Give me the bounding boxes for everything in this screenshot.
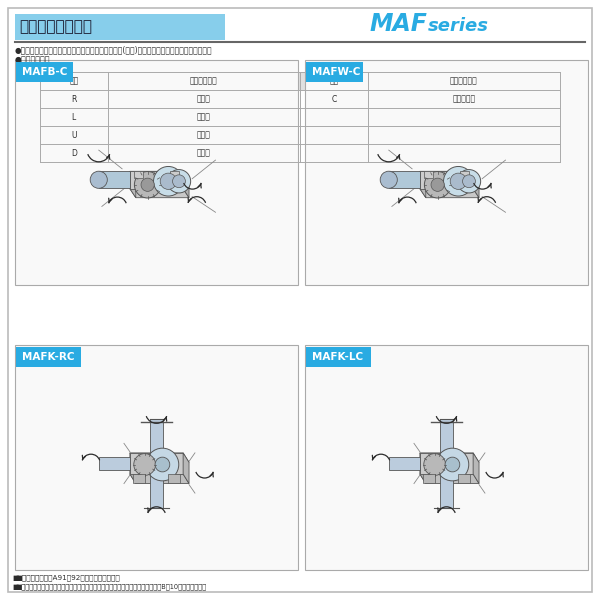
Bar <box>168 474 181 484</box>
Bar <box>389 457 420 470</box>
Polygon shape <box>130 453 136 484</box>
Text: C: C <box>331 94 337 103</box>
Text: series: series <box>428 17 489 35</box>
Polygon shape <box>130 171 183 189</box>
Circle shape <box>141 178 154 191</box>
Circle shape <box>463 175 475 188</box>
Text: ■: ■ <box>12 575 19 581</box>
Polygon shape <box>420 453 473 474</box>
Polygon shape <box>420 453 479 463</box>
Circle shape <box>424 454 446 475</box>
Text: 出力軸の方向: 出力軸の方向 <box>450 76 478 85</box>
Polygon shape <box>183 453 189 484</box>
Text: ●軸配置は入力軸またはモータを手前にして出力軸(青色)の出ている方向で決定して下さい。: ●軸配置は入力軸またはモータを手前にして出力軸(青色)の出ている方向で決定して下… <box>15 46 212 55</box>
Polygon shape <box>130 171 189 180</box>
Polygon shape <box>420 453 426 484</box>
Polygon shape <box>420 189 479 197</box>
Circle shape <box>160 173 176 190</box>
Circle shape <box>436 448 469 481</box>
Polygon shape <box>420 171 426 197</box>
Bar <box>40 72 560 90</box>
Polygon shape <box>473 171 479 197</box>
Bar <box>134 171 143 178</box>
Text: ●軸配置の記号: ●軸配置の記号 <box>15 55 50 64</box>
Bar <box>424 171 433 178</box>
Circle shape <box>173 175 185 188</box>
Bar <box>16 62 73 82</box>
Text: 右　側: 右 側 <box>197 94 211 103</box>
Text: 上　側: 上 側 <box>197 130 211 139</box>
Circle shape <box>457 170 481 193</box>
Circle shape <box>424 172 451 198</box>
Bar <box>15 14 225 40</box>
Bar <box>133 474 145 484</box>
Bar <box>422 474 435 484</box>
Bar <box>305 60 588 285</box>
Polygon shape <box>130 453 189 463</box>
Bar <box>170 171 179 178</box>
Polygon shape <box>130 474 189 484</box>
Polygon shape <box>420 171 479 180</box>
Bar <box>150 419 163 453</box>
Bar <box>458 474 470 484</box>
Text: 出力軸の方向: 出力軸の方向 <box>190 76 218 85</box>
Polygon shape <box>130 453 183 474</box>
Polygon shape <box>130 189 189 197</box>
Bar <box>305 345 588 570</box>
Text: 軸配置と回転方向: 軸配置と回転方向 <box>19 19 92 34</box>
Circle shape <box>90 171 107 188</box>
Text: 記号: 記号 <box>69 76 79 85</box>
Circle shape <box>450 173 466 190</box>
Circle shape <box>155 457 170 472</box>
Bar <box>99 171 130 188</box>
Text: 記号: 記号 <box>329 76 338 85</box>
Text: 下　側: 下 側 <box>197 148 211 157</box>
Text: R: R <box>71 94 76 103</box>
Text: 左　側: 左 側 <box>197 113 211 121</box>
Bar <box>150 474 163 508</box>
Text: MAFW-C: MAFW-C <box>312 67 361 77</box>
Circle shape <box>443 166 473 196</box>
Polygon shape <box>420 474 479 484</box>
Text: D: D <box>71 148 77 157</box>
Circle shape <box>146 448 179 481</box>
Circle shape <box>134 454 155 475</box>
Bar <box>15 60 298 285</box>
Circle shape <box>167 170 191 193</box>
Bar <box>16 347 80 367</box>
Bar <box>99 457 130 470</box>
Bar <box>389 171 420 188</box>
Text: MAFK-LC: MAFK-LC <box>312 352 363 362</box>
Text: 出力軸固着: 出力軸固着 <box>452 94 475 103</box>
Bar <box>440 419 453 453</box>
Text: MAFB-C: MAFB-C <box>22 67 67 77</box>
Text: ■: ■ <box>12 584 18 590</box>
Bar <box>460 171 469 178</box>
Polygon shape <box>420 171 473 189</box>
Circle shape <box>134 172 161 198</box>
Text: L: L <box>71 113 76 121</box>
Text: ■軸配置の詳細はA91・92を参照して下さい。: ■軸配置の詳細はA91・92を参照して下さい。 <box>15 575 120 581</box>
Bar <box>306 62 363 82</box>
Bar <box>440 474 453 508</box>
Polygon shape <box>183 171 189 197</box>
Text: ■特殊な取り付状態については、当社へお問い合わせ下さい。なお、参考としてB－10をご覧下さい。: ■特殊な取り付状態については、当社へお問い合わせ下さい。なお、参考としてB－10… <box>15 584 206 590</box>
Bar <box>15 345 298 570</box>
Circle shape <box>445 457 460 472</box>
Text: MAF: MAF <box>370 12 428 36</box>
Text: MAFK-RC: MAFK-RC <box>22 352 74 362</box>
Polygon shape <box>473 453 479 484</box>
Circle shape <box>380 171 397 188</box>
Circle shape <box>431 178 444 191</box>
Text: U: U <box>71 130 77 139</box>
Bar <box>306 347 371 367</box>
Circle shape <box>154 166 183 196</box>
Polygon shape <box>130 171 136 197</box>
